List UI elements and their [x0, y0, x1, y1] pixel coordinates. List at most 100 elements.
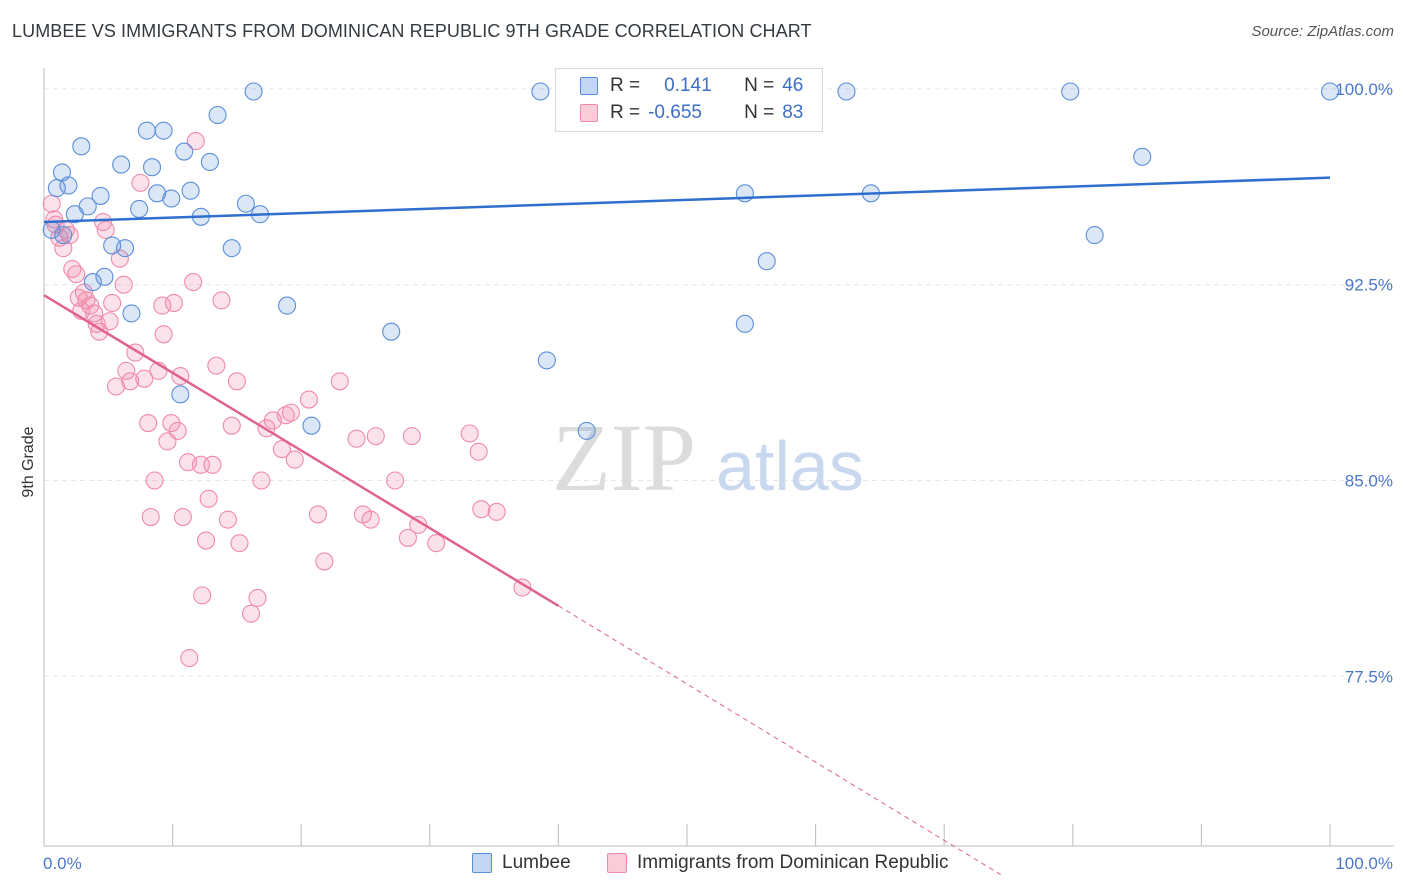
lumbee-point [83, 273, 102, 292]
dominican-point [114, 275, 133, 294]
lumbee-point [1133, 147, 1152, 166]
lumbee-point [91, 186, 110, 205]
dominican-point [42, 194, 61, 213]
dominican-points [42, 132, 532, 668]
dominican-point [272, 440, 291, 459]
dominican-point [252, 471, 271, 490]
dominican-point [207, 356, 226, 375]
dominican-point [60, 226, 79, 245]
dominican-point [222, 416, 241, 435]
legend-row-dominican: R = -0.655 N = 83 [580, 101, 803, 125]
dominican-point [212, 291, 231, 310]
axes [43, 68, 1394, 847]
dominican-point [139, 414, 158, 433]
legend-row-lumbee: R = 0.141 N = 46 [580, 74, 803, 98]
lumbee-point [1320, 82, 1340, 101]
dominican-point [281, 403, 300, 422]
lumbee-point [208, 105, 227, 125]
dominican-point [45, 210, 64, 229]
watermark-zip: ZIP [552, 404, 696, 511]
lumbee-point [222, 239, 241, 258]
legend-label-lumbee: Lumbee [502, 852, 571, 873]
lumbee-point [278, 296, 297, 315]
legend-n-label: N = [744, 75, 775, 96]
legend-n-label: N = [744, 102, 775, 123]
dominican-point [487, 502, 506, 521]
dominican-trend-extension [558, 605, 1002, 876]
lumbee-swatch [472, 853, 492, 873]
dominican-point [173, 507, 192, 527]
lumbee-point [162, 189, 181, 208]
y-tick-label: 77.5% [1345, 667, 1393, 686]
lumbee-point [1061, 82, 1080, 101]
legend-r-label: R = [610, 102, 641, 123]
lumbee-point [148, 184, 167, 203]
dominican-point [366, 427, 385, 446]
dominican-point [168, 421, 187, 440]
dominican-point [241, 604, 261, 623]
dominican-swatch [607, 853, 627, 873]
dominican-point [145, 471, 164, 490]
lumbee-points [42, 82, 1340, 440]
dominican-point [218, 510, 237, 529]
dominican-point [186, 132, 205, 151]
lumbee-point [181, 181, 200, 200]
dominican-point [153, 296, 172, 315]
lumbee-point [78, 197, 97, 216]
dominican-point [203, 455, 222, 474]
y-tick-label: 85.0% [1345, 471, 1393, 490]
dominican-point [67, 265, 86, 284]
dominican-point [460, 424, 479, 443]
lumbee-point [112, 155, 131, 174]
lumbee-point [537, 351, 556, 370]
x-tick-label: 0.0% [43, 854, 82, 873]
y-tick-label: 100.0% [1335, 80, 1393, 99]
dominican-point [315, 552, 334, 571]
gridlines [44, 88, 1394, 677]
y-tick-labels: 77.5% 85.0% 92.5% 100.0% [1335, 80, 1393, 686]
dominican-point [386, 471, 405, 490]
watermark-atlas: atlas [716, 427, 864, 505]
dominican-point [230, 534, 249, 553]
lumbee-point [757, 252, 776, 271]
dominican-point [154, 325, 173, 344]
lumbee-point [95, 267, 114, 286]
lumbee-point [54, 226, 73, 245]
x-tick-label: 100.0% [1335, 854, 1393, 873]
chart-title: LUMBEE VS IMMIGRANTS FROM DOMINICAN REPU… [12, 21, 812, 41]
legend-r-value: 0.141 [664, 75, 712, 96]
legend-r-label: R = [610, 75, 641, 96]
lumbee-point [302, 416, 321, 435]
lumbee-point [130, 199, 149, 219]
lumbee-point [175, 142, 194, 161]
lumbee-point [52, 163, 72, 182]
legend-label-dominican: Immigrants from Dominican Republic [637, 852, 949, 873]
legend-n-value: 83 [782, 102, 804, 123]
dominican-point [164, 293, 183, 313]
lumbee-point [837, 82, 856, 101]
lumbee-point [236, 194, 255, 213]
dominican-point [117, 361, 136, 380]
lumbee-point [735, 314, 754, 333]
legend-n-value: 46 [782, 75, 804, 96]
legend-item-lumbee[interactable]: Lumbee [472, 852, 571, 874]
source-credit: Source: ZipAtlas.com [1251, 23, 1394, 40]
lumbee-point [577, 421, 596, 440]
dominican-point [347, 429, 366, 448]
dominican-point [308, 505, 327, 524]
lumbee-swatch [580, 77, 598, 95]
lumbee-point [200, 152, 219, 172]
dominican-point [184, 273, 203, 292]
dominican-swatch [580, 104, 598, 122]
dominican-point [193, 586, 212, 605]
y-tick-label: 92.5% [1345, 276, 1393, 295]
dominican-point [402, 427, 421, 446]
x-tick-labels: 0.0% 100.0% [43, 854, 1393, 873]
correlation-legend: R = 0.141 N = 46 R = -0.655 N = 83 [555, 68, 823, 132]
dominican-point [330, 372, 349, 391]
lumbee-point [1085, 226, 1104, 245]
dominican-point [299, 390, 318, 409]
legend-item-dominican[interactable]: Immigrants from Dominican Republic [607, 852, 949, 874]
dominican-point [361, 510, 380, 529]
